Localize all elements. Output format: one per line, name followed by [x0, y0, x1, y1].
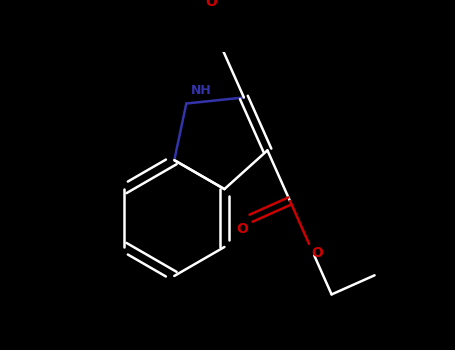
- Text: O: O: [205, 0, 217, 9]
- Text: O: O: [312, 246, 324, 260]
- Text: NH: NH: [191, 84, 211, 97]
- Text: O: O: [236, 222, 248, 236]
